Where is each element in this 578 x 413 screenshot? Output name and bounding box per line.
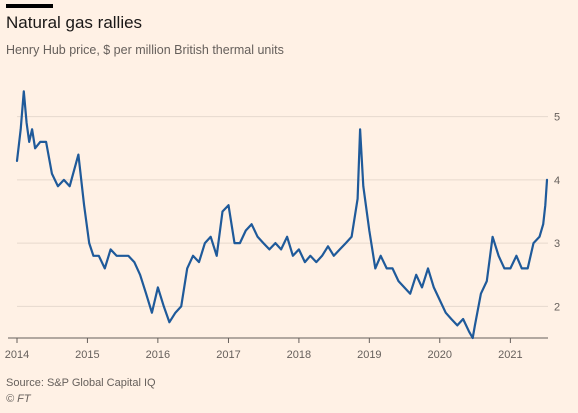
gridlines — [17, 116, 548, 307]
chart-title: Natural gas rallies — [6, 13, 143, 32]
credit-note: © FT — [6, 393, 31, 405]
x-tick-label: 2019 — [357, 349, 381, 361]
y-tick-label: 4 — [554, 175, 560, 187]
series-group — [15, 90, 549, 340]
x-tick-label: 2017 — [216, 349, 240, 361]
x-tick-label: 2015 — [75, 349, 99, 361]
x-tick-label: 2021 — [498, 349, 522, 361]
y-tick-label: 3 — [554, 238, 560, 250]
x-tick-label: 2020 — [428, 349, 452, 361]
series-line — [15, 90, 549, 340]
x-axis-ticks: 2014 2015 2016 2017 2018 2019 2020 2021 — [5, 338, 523, 361]
x-tick-label: 2018 — [287, 349, 311, 361]
y-tick-label: 5 — [554, 112, 560, 124]
source-note: Source: S&P Global Capital IQ — [6, 377, 156, 389]
y-tick-label: 2 — [554, 301, 560, 313]
chart-subtitle: Henry Hub price, $ per million British t… — [6, 43, 284, 57]
y-axis-ticks: 2 3 4 5 — [554, 112, 560, 314]
x-tick-label: 2014 — [5, 349, 29, 361]
ft-accent-bar — [6, 4, 53, 8]
x-tick-label: 2016 — [146, 349, 170, 361]
